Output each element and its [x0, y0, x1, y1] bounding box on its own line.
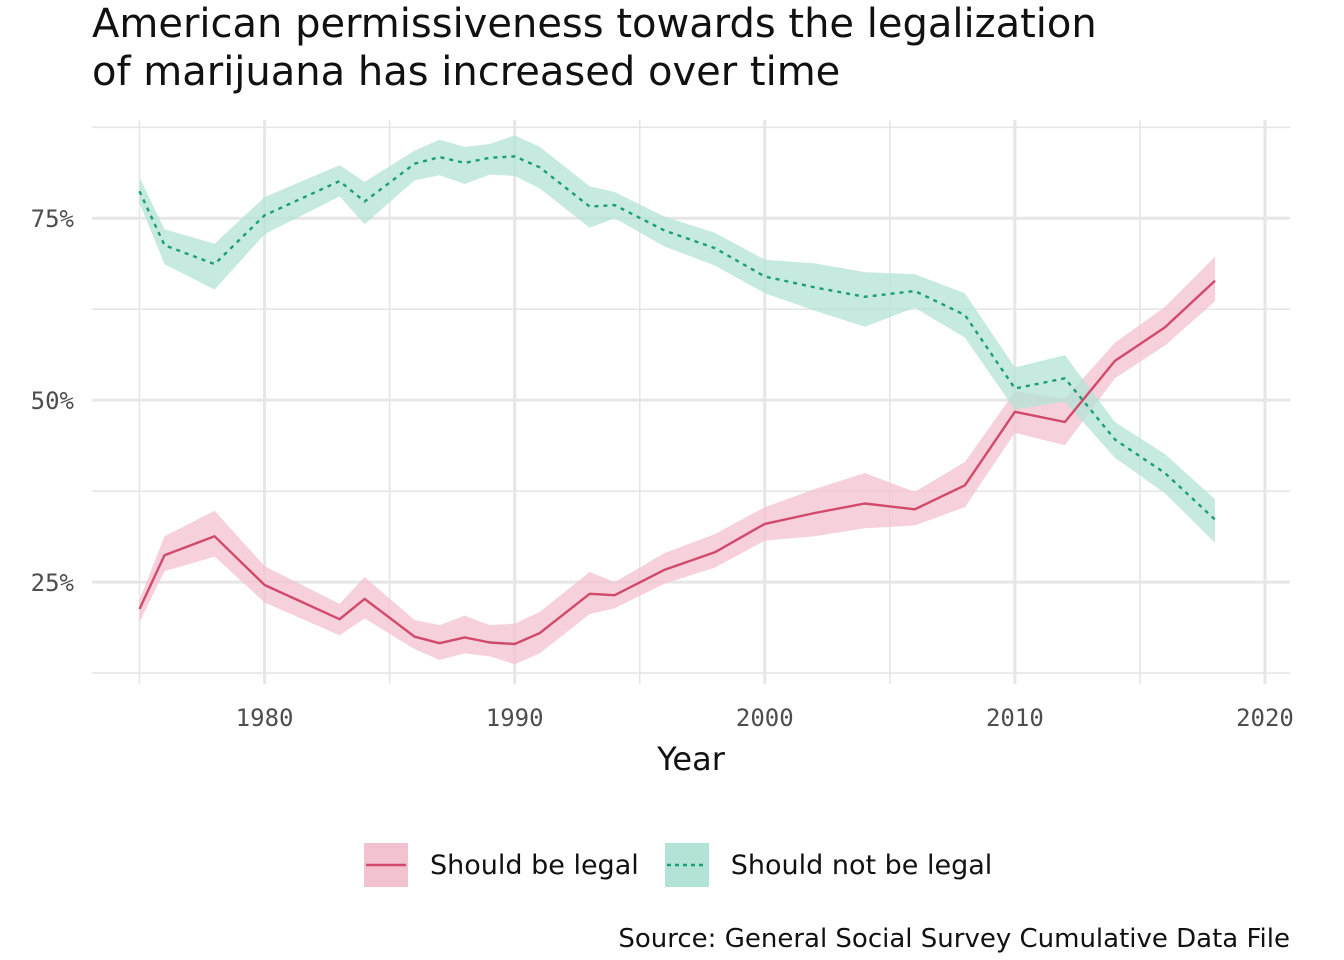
y-tick-label: 75% — [31, 205, 75, 233]
x-axis-title: Year — [656, 740, 726, 778]
legend: Should be legal Should not be legal — [364, 842, 1018, 888]
line-should-be-legal — [138, 279, 1216, 646]
chart-title: American permissiveness towards the lega… — [92, 0, 1312, 96]
legend-label-should-be-legal: Should be legal — [430, 849, 639, 881]
chart-title-line-1: American permissiveness towards the lega… — [92, 1, 1097, 47]
legend-key-should-not-be-legal — [664, 843, 709, 887]
minor-gridlines — [92, 120, 1290, 684]
chart-title-line-2: of marijuana has increased over time — [92, 49, 841, 95]
x-tick-labels: 1980 1990 2000 2010 2020 — [236, 704, 1294, 732]
series-lines — [138, 155, 1216, 646]
legend-item-should-not-be-legal: Should not be legal — [664, 843, 993, 887]
band-should-not-be-legal — [139, 135, 1215, 543]
x-tick-label: 1990 — [486, 704, 544, 732]
x-tick-label: 1980 — [236, 704, 294, 732]
x-tick-label: 2000 — [736, 704, 794, 732]
line-should-not-be-legal — [138, 155, 1216, 521]
x-tick-label: 2010 — [986, 704, 1044, 732]
legend-item-should-be-legal: Should be legal — [364, 843, 639, 887]
y-tick-labels: 25% 50% 75% — [31, 205, 75, 597]
legend-label-should-not-be-legal: Should not be legal — [730, 849, 993, 881]
band-should-be-legal — [139, 256, 1215, 665]
y-tick-label: 50% — [31, 387, 75, 415]
x-tick-label: 2020 — [1236, 704, 1294, 732]
source-caption: Source: General Social Survey Cumulative… — [618, 924, 1290, 954]
y-tick-label: 25% — [31, 569, 75, 597]
legend-key-should-be-legal — [364, 843, 408, 887]
